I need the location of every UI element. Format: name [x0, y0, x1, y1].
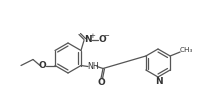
Text: O: O [98, 35, 106, 44]
Text: O: O [39, 61, 46, 70]
Text: −: − [103, 34, 109, 40]
Text: N: N [155, 78, 163, 86]
Text: +: + [89, 34, 95, 40]
Text: CH₃: CH₃ [179, 48, 193, 54]
Text: O: O [97, 78, 105, 87]
Text: NH: NH [87, 62, 99, 71]
Text: N: N [84, 35, 92, 44]
